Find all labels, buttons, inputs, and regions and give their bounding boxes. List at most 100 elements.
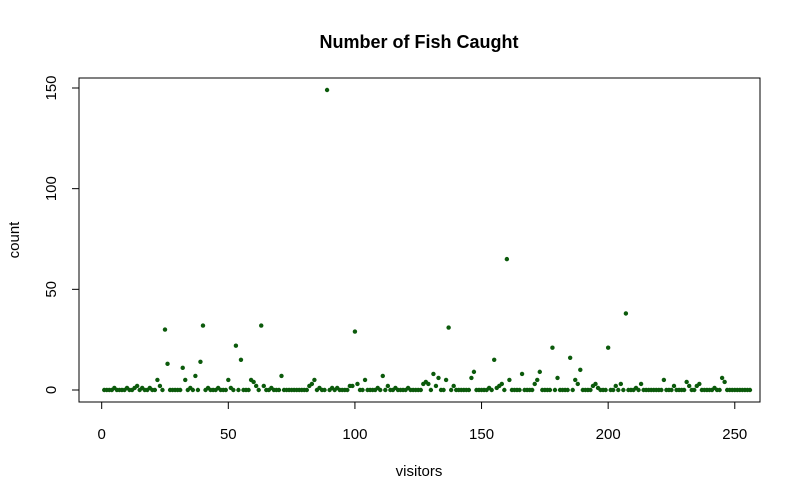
data-point — [276, 387, 282, 393]
data-point — [279, 373, 284, 379]
data-point — [489, 387, 494, 393]
plot-frame — [78, 77, 761, 403]
data-point — [638, 381, 644, 387]
data-point — [312, 377, 317, 383]
data-point — [418, 387, 423, 393]
data-point — [567, 355, 573, 360]
data-point — [519, 371, 525, 377]
data-point — [441, 387, 446, 393]
y-axis: 0 50 100 150 — [43, 75, 80, 394]
data-point — [616, 387, 621, 393]
data-point — [588, 387, 593, 393]
data-point — [251, 379, 256, 385]
data-point — [717, 387, 722, 393]
data-point — [259, 323, 264, 328]
data-point — [233, 343, 239, 348]
chart-title: Number of Fish Caught — [320, 32, 519, 52]
data-point — [355, 381, 360, 387]
data-point — [180, 365, 185, 371]
x-tick-label: 0 — [98, 426, 106, 443]
data-point — [611, 387, 616, 393]
data-point — [547, 387, 553, 393]
data-point — [575, 381, 580, 387]
data-point — [162, 327, 168, 332]
data-point — [350, 383, 355, 389]
x-tick-label: 100 — [342, 426, 367, 443]
data-point — [190, 387, 196, 393]
data-point — [471, 369, 477, 375]
data-point — [573, 377, 578, 383]
x-tick-label: 150 — [469, 426, 494, 443]
data-point — [661, 377, 667, 383]
data-point — [345, 387, 350, 393]
data-point — [618, 381, 624, 387]
data-point — [236, 387, 241, 393]
data-point — [537, 369, 542, 375]
data-point — [152, 387, 158, 393]
data-point — [613, 383, 618, 389]
data-point — [681, 387, 687, 393]
y-tick-label: 50 — [43, 281, 60, 298]
data-point — [226, 377, 231, 383]
data-point — [195, 387, 201, 393]
data-point — [157, 383, 163, 389]
data-point — [261, 383, 266, 389]
data-point — [565, 387, 570, 393]
x-tick-label: 50 — [220, 426, 237, 443]
data-point — [747, 387, 753, 393]
x-tick-label: 200 — [596, 426, 621, 443]
data-point — [552, 387, 558, 393]
data-point — [362, 377, 368, 383]
y-tick-label: 0 — [43, 386, 60, 394]
data-point — [507, 377, 512, 383]
data-point — [448, 387, 454, 393]
data-point — [426, 381, 431, 387]
data-point — [535, 377, 540, 383]
data-point — [246, 387, 251, 393]
data-point — [309, 381, 315, 387]
data-point — [198, 359, 203, 365]
data-point — [686, 383, 692, 389]
data-point — [134, 383, 140, 389]
y-tick-label: 150 — [43, 75, 60, 100]
y-tick-label: 100 — [43, 176, 60, 201]
data-point — [223, 387, 228, 393]
data-point — [183, 377, 188, 383]
data-point — [719, 375, 725, 381]
data-point — [623, 311, 629, 316]
data-point — [692, 387, 697, 393]
data-point — [385, 383, 391, 389]
data-point — [256, 387, 261, 393]
data-point — [504, 256, 510, 262]
data-point — [671, 383, 677, 389]
y-axis-label: count — [6, 221, 23, 259]
data-point — [324, 87, 330, 93]
data-point — [433, 383, 439, 389]
data-point — [570, 387, 575, 393]
x-axis: 0 50 100 150 200 250 — [98, 401, 747, 443]
data-point — [469, 375, 474, 381]
data-point — [177, 387, 183, 393]
data-point — [238, 357, 244, 362]
data-point — [722, 379, 727, 385]
data-point — [155, 377, 160, 383]
data-point — [352, 329, 358, 334]
data-point — [517, 387, 522, 393]
data-point — [360, 387, 365, 393]
data-point — [443, 377, 449, 383]
data-point — [436, 375, 441, 381]
data-point — [605, 345, 611, 350]
data-point — [684, 379, 689, 385]
x-axis-label: visitors — [396, 463, 443, 480]
data-point — [659, 387, 664, 393]
data-point — [160, 387, 165, 393]
data-point — [499, 381, 505, 387]
data-point — [451, 383, 456, 389]
data-point — [550, 345, 555, 350]
data-point — [532, 381, 537, 387]
x-tick-label: 250 — [722, 426, 747, 443]
data-point — [428, 387, 434, 393]
data-point — [578, 367, 583, 373]
data-points — [102, 87, 753, 393]
data-point — [502, 387, 507, 393]
